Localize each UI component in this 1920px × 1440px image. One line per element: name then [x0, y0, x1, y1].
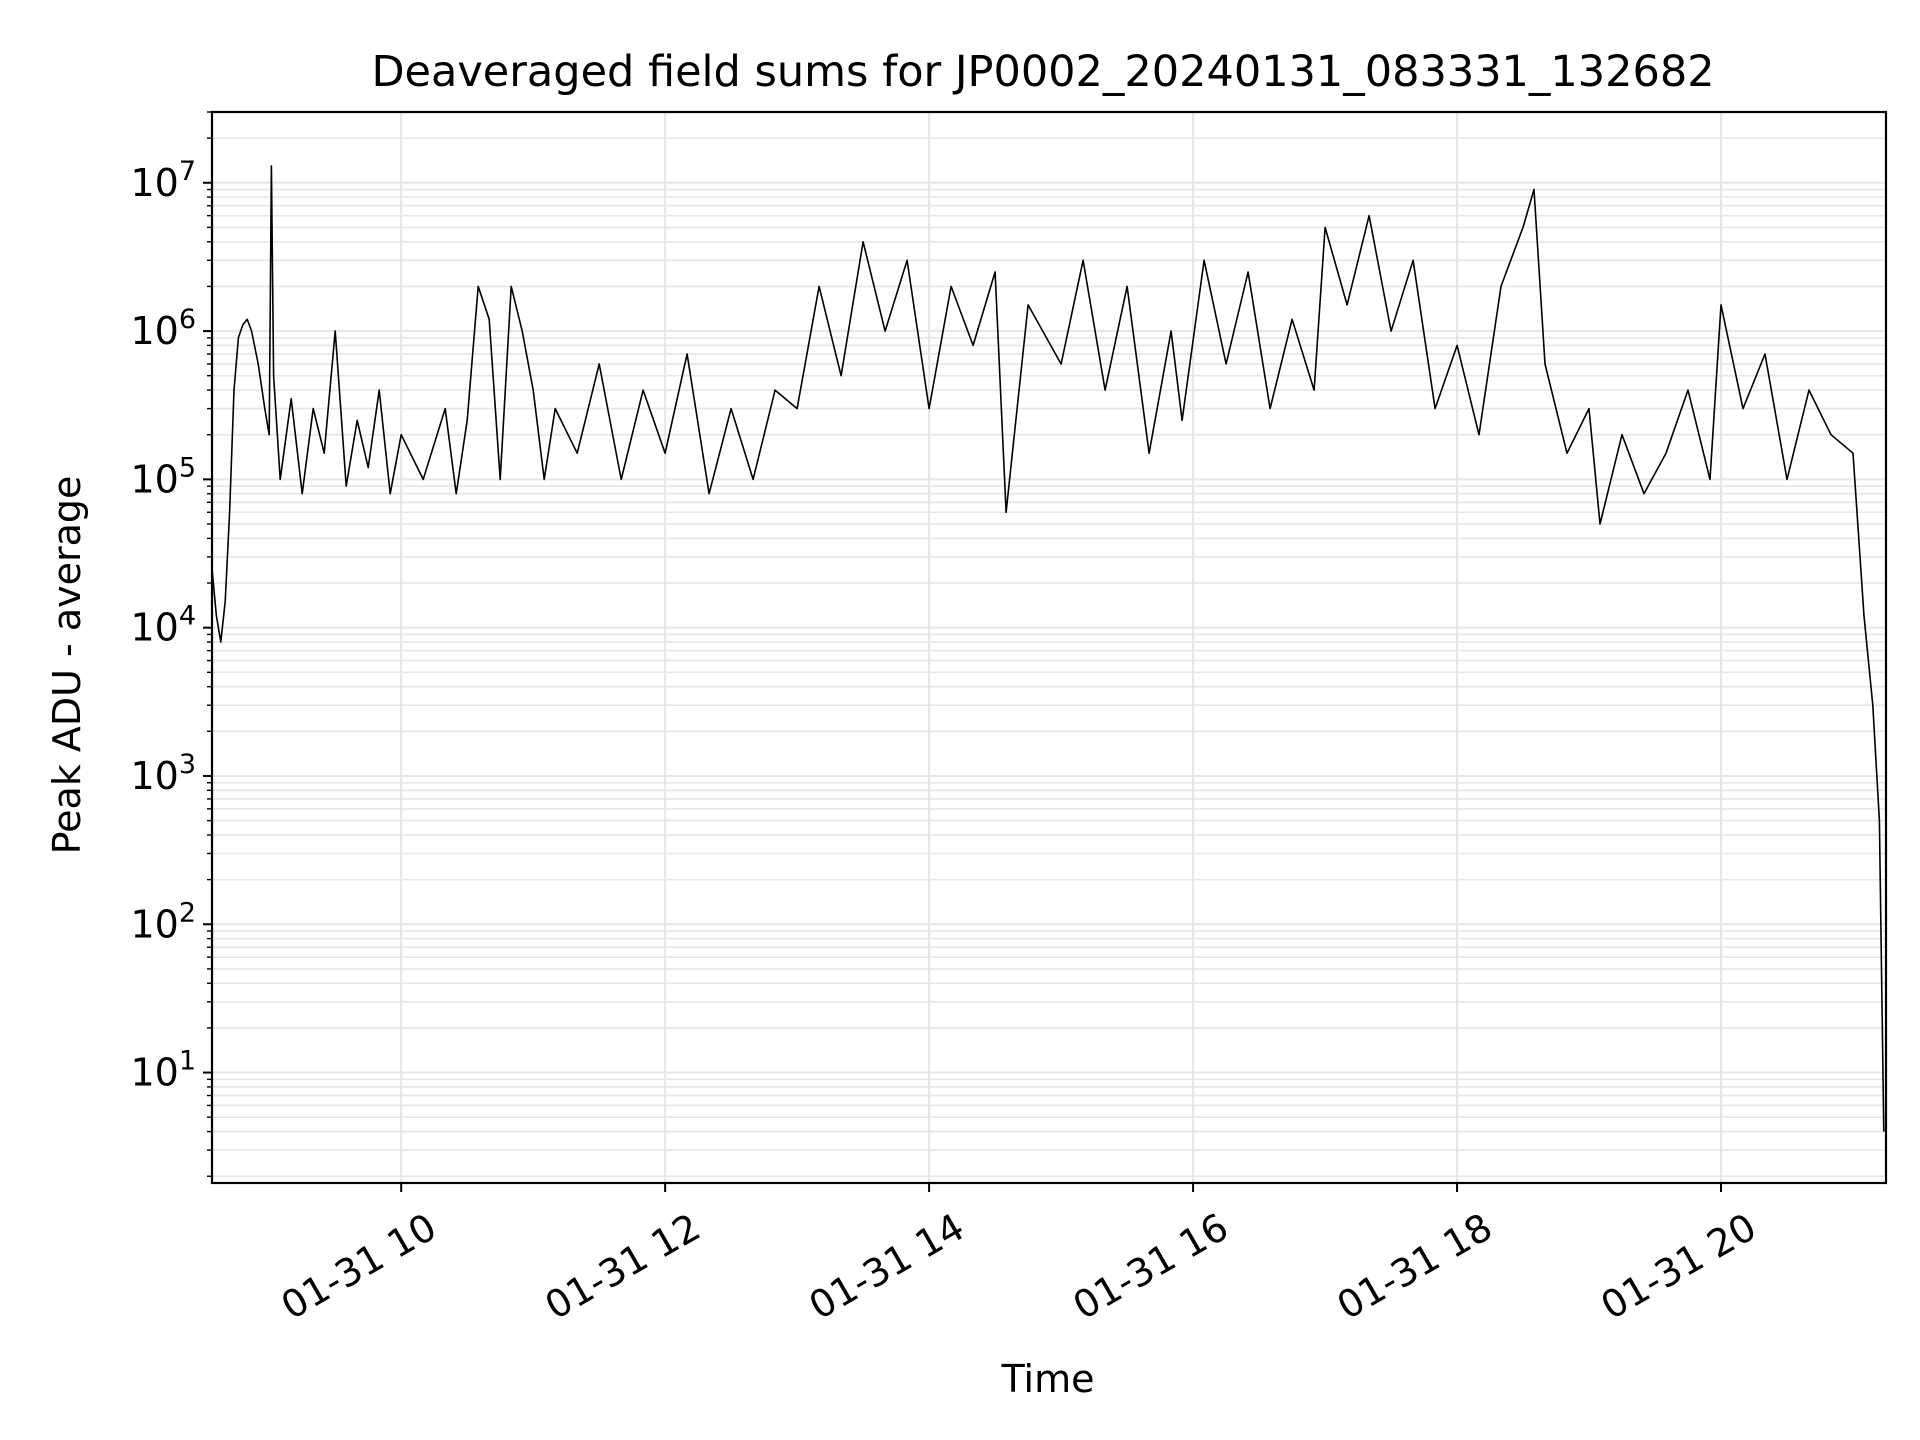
x-axis-label: Time	[1001, 1357, 1095, 1401]
y-axis-label: Peak ADU - average	[45, 476, 89, 855]
plot-frame	[210, 110, 1888, 1185]
chart-title: Deaveraged field sums for JP0002_2024013…	[371, 47, 1714, 97]
y-tick-label: 101	[130, 1046, 196, 1095]
y-tick-exponent: 4	[179, 601, 196, 632]
y-tick-exponent: 6	[179, 304, 196, 335]
y-tick-exponent: 1	[179, 1046, 196, 1077]
y-tick-exponent: 5	[179, 452, 196, 483]
plot-series	[211, 165, 1885, 1132]
y-tick-exponent: 7	[179, 156, 196, 187]
y-tick-exponent: 2	[179, 897, 196, 928]
y-tick-exponent: 3	[179, 749, 196, 780]
series-line	[211, 165, 1885, 1132]
